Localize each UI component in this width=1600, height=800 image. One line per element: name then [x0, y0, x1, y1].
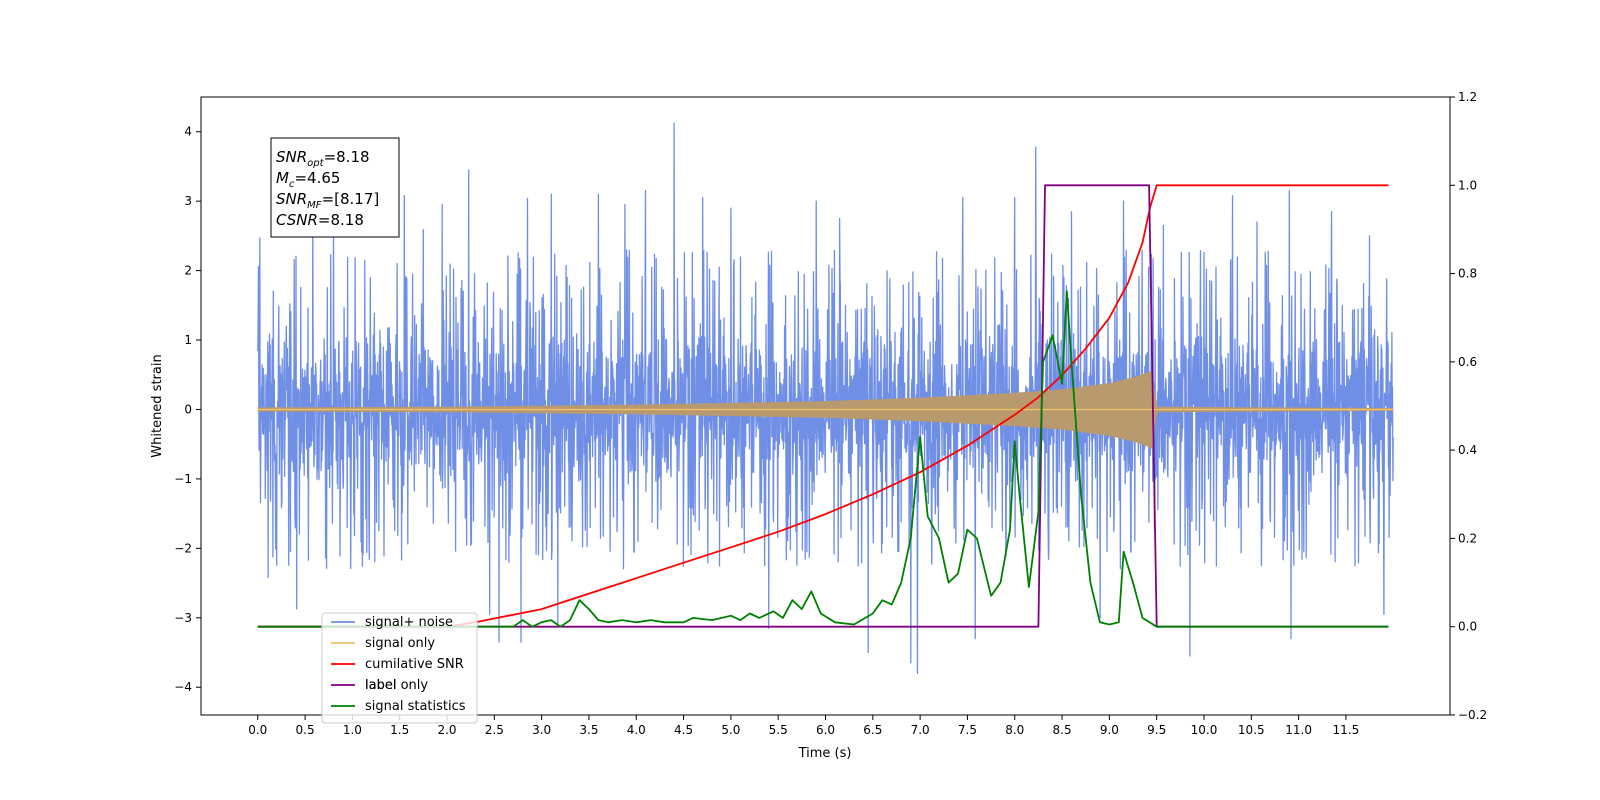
legend-label: signal statistics: [365, 699, 466, 714]
y-right-tick-label: 1.2: [1458, 90, 1477, 104]
x-tick-label: 4.5: [674, 723, 693, 737]
x-tick-label: 7.5: [958, 723, 977, 737]
legend-label: label only: [365, 678, 428, 693]
y-right-tick-label: 0.4: [1458, 443, 1477, 457]
plot-area: [257, 122, 1394, 674]
y-left-tick-label: 2: [184, 264, 192, 278]
x-tick-label: 9.0: [1100, 723, 1119, 737]
series-cumulative-snr: [257, 184, 1389, 628]
legend-label: cumilative SNR: [365, 657, 464, 672]
y-left-tick-label: 1: [184, 333, 192, 347]
y-left-tick-label: 3: [184, 194, 192, 208]
x-tick-label: 1.0: [343, 723, 362, 737]
x-tick-label: 5.5: [769, 723, 788, 737]
legend-frame: [321, 612, 478, 724]
x-tick-label: 9.5: [1147, 723, 1166, 737]
x-tick-label: 2.0: [437, 723, 456, 737]
x-tick-label: 6.0: [816, 723, 835, 737]
y-right-tick-label: −0.2: [1458, 708, 1487, 722]
y-left-tick-label: −2: [174, 541, 192, 555]
x-tick-label: 11.5: [1333, 723, 1360, 737]
y-left-tick-label: 0: [184, 402, 192, 416]
y-left-tick-label: −1: [174, 472, 192, 486]
legend-label: signal+ noise: [365, 615, 453, 630]
x-tick-label: 7.0: [911, 723, 930, 737]
y-left-tick-label: −4: [174, 680, 192, 694]
y-right-tick-label: 0.0: [1458, 620, 1477, 634]
x-tick-label: 2.5: [485, 723, 504, 737]
x-tick-label: 6.5: [863, 723, 882, 737]
x-tick-label: 10.0: [1191, 723, 1218, 737]
x-tick-label: 11.0: [1285, 723, 1312, 737]
x-tick-label: 10.5: [1238, 723, 1265, 737]
x-tick-label: 4.0: [627, 723, 646, 737]
x-tick-label: 0.5: [296, 723, 315, 737]
x-tick-label: 8.0: [1005, 723, 1024, 737]
y-right-tick-label: 1.0: [1458, 178, 1477, 192]
series-signal-statistics: [257, 290, 1389, 628]
legend-label: label: [365, 678, 396, 693]
annotation-frame: [270, 137, 400, 238]
axis-ticks: 0.0 0.5 1.0 1.5 2.0 2.5 3.0 3.5 4.0 4.5 5.0 5.5 6.0 6…: [174, 90, 1487, 737]
y-right-tick-label: 0.8: [1458, 267, 1477, 281]
y-left-tick-label: 4: [184, 125, 192, 139]
series-signal-noise: [257, 122, 1394, 674]
y-left-tick-label: −3: [174, 611, 192, 625]
x-tick-label: 3.5: [579, 723, 598, 737]
annotation-line: SNRMF=[8.17]: [276, 190, 379, 211]
x-tick-label: 3.0: [532, 723, 551, 737]
x-tick-label: 5.0: [721, 723, 740, 737]
annotation-line: SNRopt=8.18: [276, 148, 370, 169]
y-axis-label: Whitened strain: [150, 354, 165, 457]
legend: signal+ noise signal only cumilative SNR la…: [321, 612, 478, 724]
x-axis-label: Time (s): [798, 746, 852, 761]
y-right-tick-label: 0.6: [1458, 355, 1477, 369]
y-right-tick-label: 0.2: [1458, 531, 1477, 545]
annotation-line: Mc=4.65: [276, 169, 340, 190]
x-tick-label: 1.5: [390, 723, 409, 737]
legend-label: signal only: [365, 636, 435, 651]
x-tick-label: 0.0: [248, 723, 267, 737]
axes-frame: [200, 96, 1451, 716]
x-tick-label: 8.5: [1053, 723, 1072, 737]
annotation-line: CSNR=8.18: [276, 211, 364, 229]
